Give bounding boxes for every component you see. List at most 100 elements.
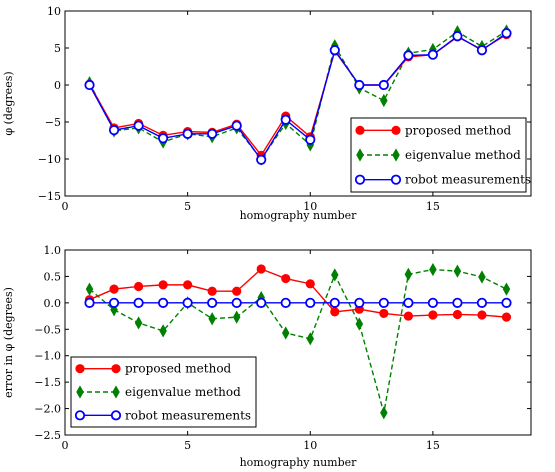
- data-point: [231, 297, 242, 308]
- x-axis-label: homography number: [240, 456, 358, 469]
- data-point: [453, 264, 462, 278]
- x-tick-label: 0: [62, 439, 69, 452]
- data-point: [208, 312, 216, 326]
- y-tick-label: −2.5: [34, 429, 61, 442]
- data-point: [378, 297, 389, 308]
- data-point: [207, 297, 218, 308]
- data-point: [452, 31, 463, 42]
- legend-marker: [354, 174, 366, 185]
- y-tick-label: −5: [45, 116, 61, 129]
- data-point: [331, 268, 339, 282]
- data-point: [108, 125, 120, 136]
- x-tick-label: 15: [426, 439, 440, 452]
- data-point: [329, 45, 340, 56]
- data-point: [379, 308, 389, 319]
- legend-marker: [76, 385, 84, 399]
- data-point: [158, 297, 169, 308]
- chart-1: 0 5 10 15 10 5 0 −5 −10 −15 homography number φ (de…: [2, 5, 532, 222]
- y-tick-label: 0.0: [44, 297, 62, 310]
- x-tick-label: 10: [303, 439, 317, 452]
- legend-label: eigenvalue method: [405, 148, 521, 162]
- y-tick-label: 1.0: [44, 244, 62, 257]
- data-point: [256, 297, 267, 308]
- x-tick-label: 10: [303, 200, 317, 213]
- series-robot-measurements: [84, 28, 512, 165]
- x-tick-label: 0: [62, 200, 69, 213]
- series-eigenvalue-method: [85, 262, 511, 420]
- legend-marker: [391, 125, 401, 135]
- legend-marker: [112, 385, 120, 399]
- data-point: [404, 267, 413, 281]
- data-point: [501, 312, 512, 322]
- y-tick-label: 0: [54, 79, 61, 92]
- data-point: [378, 79, 389, 91]
- data-point: [256, 154, 267, 165]
- legend-label: eigenvalue method: [125, 385, 241, 399]
- legend-marker: [355, 125, 365, 135]
- data-point: [306, 332, 315, 346]
- y-axis-label: φ (degrees): [2, 71, 15, 135]
- chart-2: 0 5 10 15 1.0 0.5 0.0 −0.5 −1.0 −1.5 −2.0 −2.5 homog…: [2, 244, 532, 469]
- data-point: [305, 297, 316, 308]
- data-point: [281, 326, 290, 340]
- x-tick-label: 5: [184, 439, 191, 452]
- y-axis-label: error in φ (degrees): [2, 287, 15, 398]
- y-tick-label: −1.0: [34, 350, 61, 363]
- y-tick-label: 5: [54, 42, 61, 55]
- data-point: [158, 133, 169, 144]
- legend: proposed method eigenvalue method robot me…: [70, 356, 257, 428]
- data-point: [207, 286, 217, 296]
- data-point: [305, 134, 316, 145]
- data-point: [85, 282, 94, 296]
- data-point: [183, 280, 193, 290]
- data-point: [207, 128, 218, 139]
- data-point: [502, 282, 511, 296]
- legend-label: proposed method: [125, 362, 232, 376]
- data-point: [158, 280, 168, 290]
- data-point: [501, 297, 512, 308]
- data-point: [403, 311, 413, 321]
- data-point: [109, 284, 119, 294]
- legend-marker: [110, 410, 122, 421]
- data-point: [108, 297, 120, 308]
- series-line: [89, 268, 507, 413]
- x-axis-label: homography number: [240, 209, 358, 222]
- data-point: [232, 286, 242, 296]
- x-tick-label: 15: [426, 200, 440, 213]
- y-tick-label: −2.0: [34, 403, 61, 416]
- y-tick-label: 0.5: [44, 270, 62, 283]
- data-point: [355, 317, 364, 331]
- plot-frame: [64, 249, 532, 436]
- y-tick-label: −1.5: [34, 376, 61, 389]
- legend-marker: [111, 364, 121, 374]
- data-point: [133, 297, 144, 308]
- data-point: [478, 270, 486, 284]
- legend-marker: [390, 174, 402, 185]
- data-point: [134, 316, 143, 330]
- data-point: [477, 310, 487, 320]
- legend-marker: [392, 148, 400, 162]
- data-point: [427, 49, 438, 60]
- series-robot-measurements: [84, 297, 512, 308]
- data-point: [133, 281, 144, 292]
- y-tick-label: −10: [38, 153, 61, 166]
- data-point: [256, 264, 266, 274]
- data-point: [280, 114, 291, 125]
- data-point: [501, 28, 512, 39]
- plot-frame: [64, 10, 532, 197]
- data-point: [427, 297, 438, 308]
- data-point: [429, 262, 437, 277]
- data-point: [281, 273, 291, 284]
- legend-marker: [74, 410, 86, 421]
- data-point: [452, 309, 463, 320]
- data-point: [329, 297, 340, 308]
- data-point: [403, 50, 414, 61]
- data-point: [280, 297, 291, 308]
- data-point: [330, 307, 340, 317]
- legend-marker: [75, 364, 85, 374]
- y-tick-label: −0.5: [34, 323, 61, 336]
- legend: proposed method eigenvalue method robot me…: [350, 117, 531, 193]
- data-point: [403, 297, 414, 308]
- data-point: [305, 279, 315, 289]
- series-line: [89, 268, 507, 318]
